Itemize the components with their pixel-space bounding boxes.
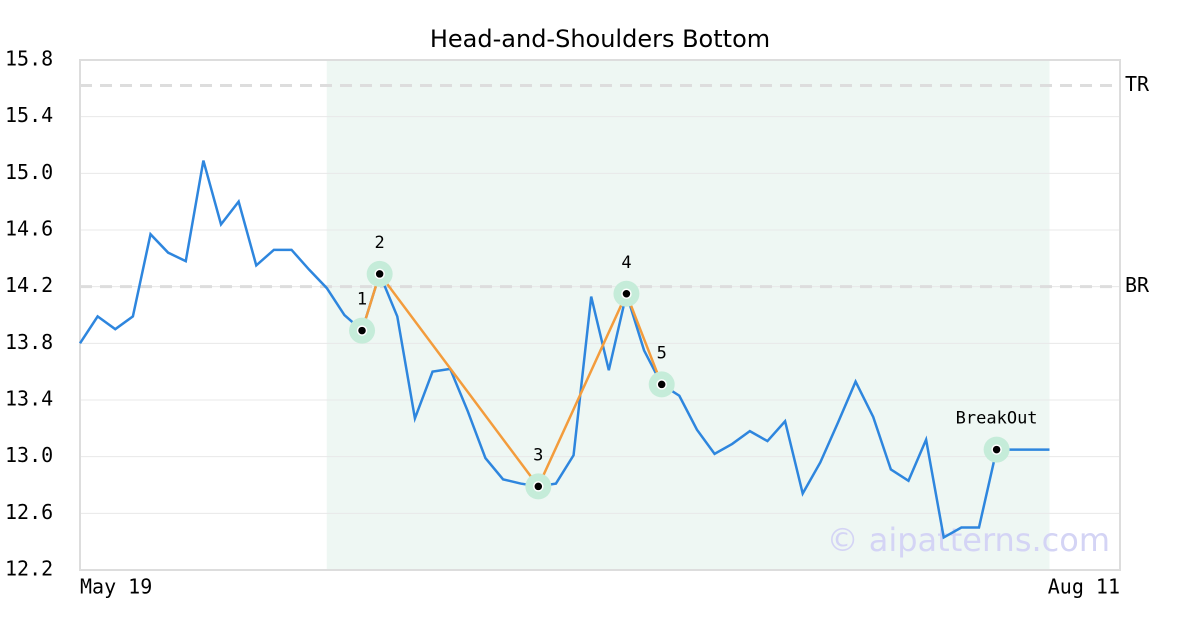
price-line xyxy=(78,160,1050,540)
pattern-label: 5 xyxy=(657,343,667,363)
y-tick-label: 13.4 xyxy=(5,387,53,411)
pattern-point xyxy=(656,379,667,390)
pattern-label: 3 xyxy=(533,445,543,465)
y-tick-label: 13.0 xyxy=(5,443,53,467)
y-tick-label: 14.2 xyxy=(5,273,53,297)
x-tick-label: May 19 xyxy=(80,575,152,599)
y-tick-label: 13.8 xyxy=(5,330,53,354)
plot-border xyxy=(79,59,1121,571)
y-tick-label: 14.6 xyxy=(5,217,53,241)
reference-label: TR xyxy=(1125,72,1150,96)
y-tick-label: 12.6 xyxy=(5,500,53,524)
x-tick-label: Aug 11 xyxy=(1048,575,1120,599)
y-tick-label: 15.0 xyxy=(5,160,53,184)
y-tick-label: 12.2 xyxy=(5,557,53,581)
pattern-region xyxy=(326,60,1050,570)
pattern-label: 4 xyxy=(621,253,631,273)
pattern-point xyxy=(356,325,368,336)
y-tick-label: 15.8 xyxy=(5,47,53,71)
pattern-label: 1 xyxy=(357,290,367,310)
pattern-point xyxy=(991,444,1002,455)
pattern-label: BreakOut xyxy=(956,409,1038,429)
pattern-label: 2 xyxy=(375,233,385,253)
pattern-point xyxy=(621,288,632,299)
pattern-point xyxy=(374,268,385,280)
pattern-point xyxy=(533,481,544,492)
reference-label: BR xyxy=(1125,273,1150,297)
chart-title: Head-and-Shoulders Bottom xyxy=(430,25,770,53)
y-tick-label: 15.4 xyxy=(5,103,53,127)
